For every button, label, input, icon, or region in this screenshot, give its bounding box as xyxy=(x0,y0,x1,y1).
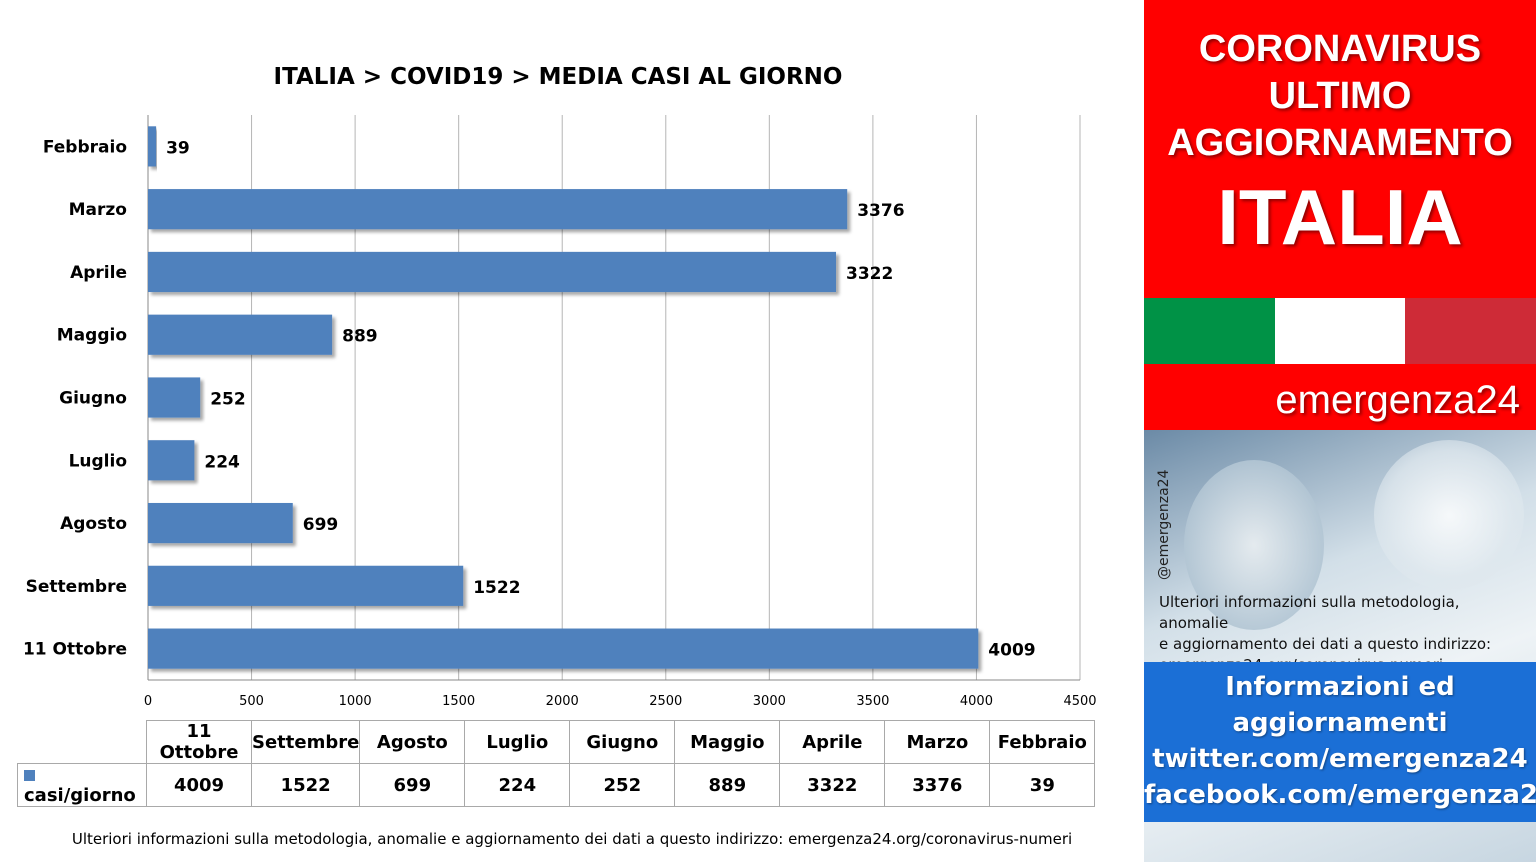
flag-red xyxy=(1405,298,1536,364)
banner-line-1: CORONAVIRUS xyxy=(1198,28,1482,70)
x-tick-label: 1000 xyxy=(339,694,372,709)
links-heading-1: Informazioni ed xyxy=(1225,672,1455,702)
table-row-header: casi/giorno xyxy=(17,763,147,807)
table-column-header: Febbraio xyxy=(989,720,1096,764)
x-tick-label: 4000 xyxy=(960,694,993,709)
table-cell: 224 xyxy=(464,763,571,807)
table-column-header: Agosto xyxy=(359,720,466,764)
bar xyxy=(148,126,157,167)
info-line: e aggiornamento dei dati a questo indiri… xyxy=(1159,635,1492,653)
bar xyxy=(148,251,837,293)
banner-line-2: ULTIMO xyxy=(1268,75,1412,117)
italian-flag xyxy=(1144,298,1536,364)
table-header-row: 11 Ottobre Settembre Agosto Luglio Giugno Mag… xyxy=(17,720,1096,764)
table-cell: 252 xyxy=(569,763,676,807)
twitter-link[interactable]: twitter.com/emergenza24 xyxy=(1152,744,1528,774)
table-column-header: Marzo xyxy=(884,720,991,764)
bar-chart: 0 500 1000 1500 2000 2500 3000 3500 4000 4500 Febb… xyxy=(23,115,1097,709)
data-label: 889 xyxy=(342,327,378,347)
bar xyxy=(148,628,979,669)
series-name: casi/giorno xyxy=(24,785,136,806)
bar xyxy=(148,189,848,230)
category-label: Aprile xyxy=(70,263,127,283)
data-table: 11 Ottobre Settembre Agosto Luglio Giugno Mag… xyxy=(17,720,1096,807)
x-tick-label: 2000 xyxy=(546,694,579,709)
table-cell: 1522 xyxy=(250,763,361,807)
country-name: ITALIA xyxy=(1217,173,1463,261)
table-row: casi/giorno 4009 1522 699 224 252 889 3322 3376… xyxy=(17,763,1096,807)
table-column-header: Luglio xyxy=(464,720,571,764)
facebook-link[interactable]: facebook.com/emergenza24 xyxy=(1144,780,1536,810)
x-tick-label: 3500 xyxy=(856,694,889,709)
x-tick-label: 4500 xyxy=(1063,694,1096,709)
table-cell: 889 xyxy=(674,763,781,807)
data-label: 224 xyxy=(204,452,240,472)
category-label: Settembre xyxy=(26,577,127,597)
table-cell: 3376 xyxy=(884,763,991,807)
bar xyxy=(148,502,293,544)
category-label: Marzo xyxy=(69,200,127,220)
footnote: Ulteriori informazioni sulla metodologia… xyxy=(71,830,1073,848)
table-corner xyxy=(17,720,147,764)
table-cell: 3322 xyxy=(779,763,886,807)
links-heading-2: aggiornamenti xyxy=(1232,708,1448,738)
bar xyxy=(148,377,201,418)
brand-name: emergenza24 xyxy=(1275,378,1520,422)
x-tick-label: 1500 xyxy=(442,694,475,709)
category-label: 11 Ottobre xyxy=(23,640,127,660)
social-handle: @emergenza24 xyxy=(1156,469,1172,581)
x-tick-label: 0 xyxy=(144,694,152,709)
flag-green xyxy=(1144,298,1275,364)
bar xyxy=(148,565,464,606)
sidebar: CORONAVIRUS ULTIMO AGGIORNAMENTO ITALIA … xyxy=(1144,0,1536,862)
category-label: Maggio xyxy=(57,326,127,346)
table-cell: 699 xyxy=(359,763,466,807)
table-cell: 39 xyxy=(989,763,1096,807)
x-tick-label: 500 xyxy=(239,694,264,709)
legend-swatch xyxy=(24,769,35,781)
bar xyxy=(148,440,195,481)
flag-white xyxy=(1274,298,1406,364)
data-label: 252 xyxy=(210,390,246,410)
data-label: 4009 xyxy=(988,641,1035,661)
table-column-header: Maggio xyxy=(674,720,781,764)
data-label: 3376 xyxy=(857,201,904,221)
data-label: 3322 xyxy=(846,264,893,284)
info-line: Ulteriori informazioni sulla metodologia… xyxy=(1159,593,1460,632)
category-label: Febbraio xyxy=(43,137,127,157)
category-label: Agosto xyxy=(60,514,127,534)
headline-banner: CORONAVIRUS ULTIMO AGGIORNAMENTO ITALIA xyxy=(1144,0,1536,298)
chart-panel: ITALIA > COVID19 > MEDIA CASI AL GIORNO … xyxy=(17,64,1097,848)
table-column-header: 11 Ottobre xyxy=(146,720,252,764)
table-column-header: Aprile xyxy=(779,720,886,764)
category-label: Luglio xyxy=(69,451,127,471)
table-cell: 4009 xyxy=(146,763,252,807)
links-box: Informazioni ed aggiornamenti twitter.co… xyxy=(1144,662,1536,822)
brand-bar: emergenza24 xyxy=(1144,364,1536,430)
category-label: Giugno xyxy=(59,389,127,409)
banner-line-3: AGGIORNAMENTO xyxy=(1167,122,1513,164)
data-label: 39 xyxy=(166,138,190,158)
table-column-header: Settembre xyxy=(250,720,361,764)
x-tick-label: 2500 xyxy=(649,694,682,709)
bar xyxy=(148,314,333,355)
x-tick-label: 3000 xyxy=(753,694,786,709)
table-column-header: Giugno xyxy=(569,720,676,764)
data-label: 1522 xyxy=(473,578,520,598)
data-label: 699 xyxy=(303,515,339,535)
chart-title: ITALIA > COVID19 > MEDIA CASI AL GIORNO xyxy=(273,64,843,90)
